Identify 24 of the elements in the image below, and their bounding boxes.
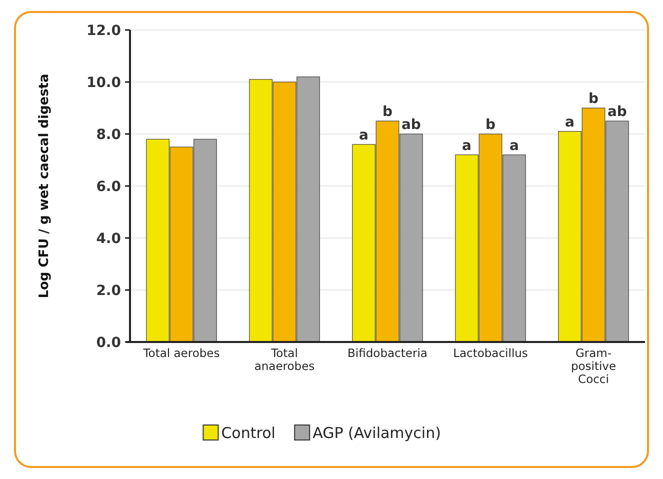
data-label: a bbox=[462, 138, 472, 154]
data-label: b bbox=[588, 91, 599, 107]
x-tick-label: Bifidobacteria bbox=[348, 346, 428, 360]
y-tick-label: 8.0 bbox=[96, 126, 122, 143]
y-tick-label: 2.0 bbox=[96, 282, 122, 299]
data-label: a bbox=[359, 127, 369, 144]
data-label: b bbox=[485, 117, 496, 133]
data-label: b bbox=[382, 104, 393, 120]
data-label: ab bbox=[401, 117, 421, 133]
data-label: a bbox=[565, 114, 575, 130]
y-tick-label: 4.0 bbox=[96, 230, 122, 247]
y-tick-label: 10.0 bbox=[86, 74, 122, 91]
y-tick-label: 6.0 bbox=[96, 178, 122, 195]
y-tick-label: 12.0 bbox=[86, 22, 122, 39]
y-tick-label: 0.0 bbox=[96, 334, 122, 351]
y-axis-title: Log CFU / g wet caecal digesta bbox=[37, 74, 52, 298]
data-label: ab bbox=[607, 104, 627, 120]
x-tick-label: Total aerobes bbox=[142, 346, 220, 360]
x-tick-label: Lactobacillus bbox=[453, 346, 528, 360]
x-tick-label: Gram-positive Cocci bbox=[570, 346, 616, 386]
legend-label: AGP (Avilamycin) bbox=[312, 424, 441, 442]
x-tick-label: Total anaerobes bbox=[254, 346, 315, 373]
legend-label: Control bbox=[221, 424, 276, 442]
data-label: a bbox=[509, 138, 519, 154]
